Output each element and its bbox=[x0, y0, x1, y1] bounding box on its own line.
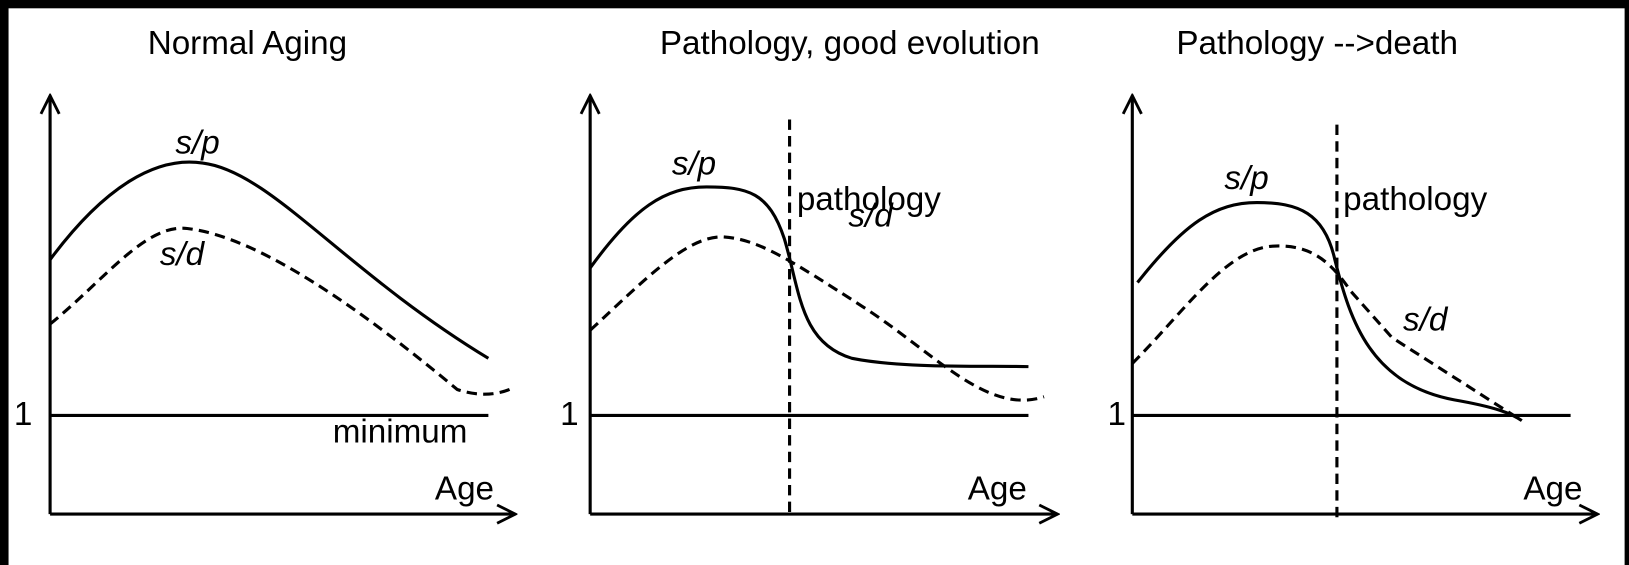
sp-curve bbox=[588, 185, 1029, 369]
sd-curve bbox=[589, 235, 1045, 402]
baseline-label: 1 bbox=[560, 396, 578, 433]
curve-label: s/d bbox=[160, 236, 206, 273]
panel: Normal Aging s/p s/d 1 minimum Age bbox=[14, 25, 516, 514]
panel-title: Normal Aging bbox=[148, 25, 347, 62]
sd-curve bbox=[1131, 244, 1523, 422]
curve-label: s/d bbox=[848, 197, 894, 234]
annotation: pathology bbox=[1343, 181, 1487, 218]
panel: Pathology, good evolution s/p s/d pathol… bbox=[560, 25, 1057, 516]
annotation: minimum bbox=[333, 413, 468, 450]
x-axis-label: Age bbox=[968, 471, 1027, 508]
sp-curve bbox=[48, 160, 490, 360]
background bbox=[8, 8, 1625, 565]
sd-curve bbox=[49, 226, 516, 396]
annotation: pathology bbox=[797, 181, 941, 218]
curve-label: s/p bbox=[1224, 160, 1268, 197]
x-axis-label: Age bbox=[1523, 471, 1582, 508]
baseline-label: 1 bbox=[14, 396, 32, 433]
sp-curve bbox=[1136, 200, 1523, 422]
panel: Pathology -->death s/p s/d pathology 1 A… bbox=[1107, 25, 1597, 519]
baseline-label: 1 bbox=[1107, 396, 1125, 433]
panel-title: Pathology -->death bbox=[1176, 25, 1458, 62]
curve-label: s/p bbox=[175, 125, 219, 162]
curve-label: s/p bbox=[672, 145, 716, 182]
x-axis-label: Age bbox=[435, 471, 494, 508]
panel-title: Pathology, good evolution bbox=[660, 25, 1040, 62]
curve-label: s/d bbox=[1403, 301, 1449, 338]
